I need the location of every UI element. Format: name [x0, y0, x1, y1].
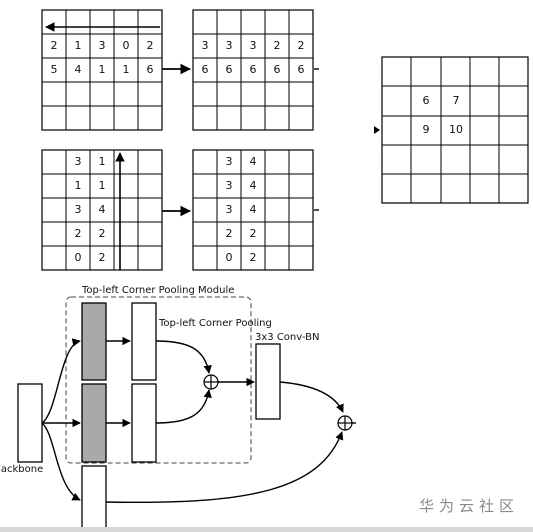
grid-left-input: 3 1 1 1 3 4 2 2 0 2: [41, 149, 163, 271]
cell: 3: [99, 39, 106, 52]
cell: 6: [298, 63, 305, 76]
cell: 2: [250, 251, 257, 264]
cell: 2: [226, 227, 233, 240]
backbone-label: Backbone: [0, 464, 43, 475]
pool-block-bottom: [131, 383, 157, 463]
arrow-backbone-to-skip: [41, 422, 81, 501]
conv-label: 3x3 Conv-BN: [255, 332, 320, 343]
cell: 1: [123, 63, 130, 76]
cell: 10: [449, 123, 463, 136]
cell: 1: [99, 155, 106, 168]
cell: 2: [99, 251, 106, 264]
cell: 3: [202, 39, 209, 52]
backbone-block: [17, 383, 43, 463]
gray-conv-top: [81, 302, 107, 381]
watermark: 华为云社区: [418, 497, 519, 515]
cell: 0: [75, 251, 82, 264]
module-title: Top-left Corner Pooling Module: [81, 285, 234, 296]
cell: 6: [147, 63, 154, 76]
cell: 1: [75, 179, 82, 192]
pool-block-top: [131, 302, 157, 381]
cell: 2: [274, 39, 281, 52]
cell: 2: [99, 227, 106, 240]
cell: 0: [226, 251, 233, 264]
cell: 3: [75, 155, 82, 168]
grid-result: 6 7 9 10: [381, 56, 529, 204]
cell: 2: [75, 227, 82, 240]
cell: 6: [274, 63, 281, 76]
cell: 2: [298, 39, 305, 52]
cell: 4: [99, 203, 106, 216]
gray-conv-bottom: [81, 383, 107, 463]
conv-bn-block: [255, 343, 281, 420]
cell: 1: [99, 63, 106, 76]
skip-conv-block: [81, 465, 107, 532]
cell: 4: [250, 155, 257, 168]
cell: 6: [202, 63, 209, 76]
cell: 4: [250, 179, 257, 192]
cell: 3: [226, 39, 233, 52]
arrow-pool-top-to-sum: [155, 340, 212, 374]
cell: 6: [423, 94, 430, 107]
grid-left-output: 3 4 3 4 3 4 2 2 0 2: [192, 149, 314, 271]
cell: 3: [75, 203, 82, 216]
arrow-skip-to-sum2: [105, 431, 344, 504]
cell: 5: [51, 63, 58, 76]
cell: 2: [250, 227, 257, 240]
arrow-backbone-to-top: [41, 338, 81, 424]
cell: 0: [123, 39, 130, 52]
grid-top-output: 3 3 3 2 2 6 6 6 6 6: [192, 9, 314, 131]
cell: 6: [226, 63, 233, 76]
pooling-label: Top-left Corner Pooling: [158, 318, 272, 329]
cell: 3: [226, 155, 233, 168]
cell: 7: [453, 94, 460, 107]
cell: 3: [226, 203, 233, 216]
cell: 2: [147, 39, 154, 52]
cell: 3: [250, 39, 257, 52]
bottom-gray-strip: [0, 527, 533, 532]
arrow-pool-bottom-to-sum: [155, 389, 212, 424]
cell: 6: [250, 63, 257, 76]
cell: 1: [99, 179, 106, 192]
cell: 4: [250, 203, 257, 216]
result-pointer: [374, 126, 380, 134]
cell: 4: [75, 63, 82, 76]
arrow-conv-to-sum2: [279, 381, 344, 413]
cell: 3: [226, 179, 233, 192]
cell: 2: [51, 39, 58, 52]
cell: 9: [423, 123, 430, 136]
cell: 1: [75, 39, 82, 52]
grid-top-input: 2 1 3 0 2 5 4 1 1 6: [41, 9, 163, 131]
